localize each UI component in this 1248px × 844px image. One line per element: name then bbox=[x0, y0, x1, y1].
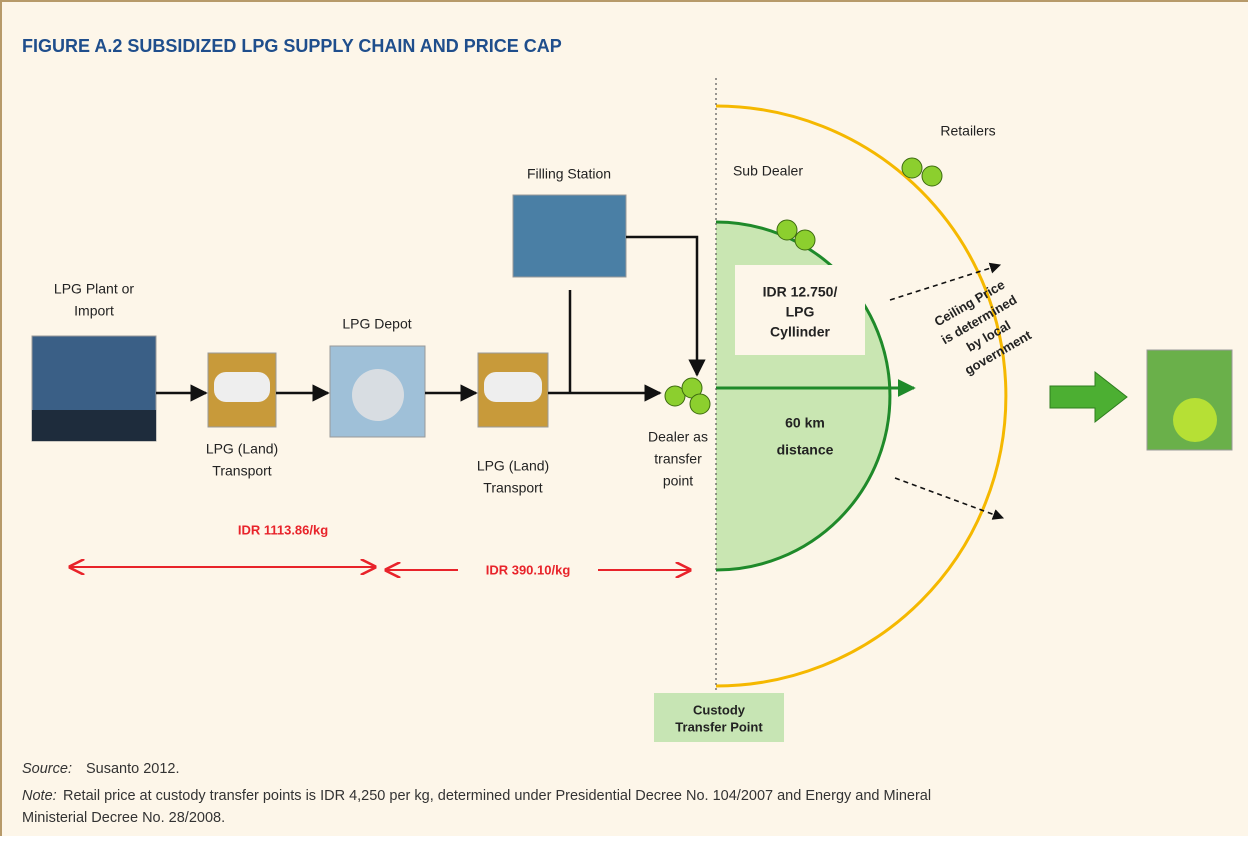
custody-text: Custody bbox=[693, 702, 746, 717]
cost-label: IDR 390.10/kg bbox=[486, 562, 571, 577]
node-label: Sub Dealer bbox=[733, 163, 803, 179]
customer-photo bbox=[1173, 398, 1217, 442]
distance-text: distance bbox=[777, 442, 834, 458]
truck-image bbox=[214, 372, 270, 402]
retail-zone bbox=[715, 104, 1008, 688]
price-box bbox=[735, 265, 865, 355]
node-label: Retailers bbox=[940, 123, 995, 139]
node-label: Import bbox=[74, 303, 114, 319]
node-label: transfer bbox=[654, 451, 702, 467]
note-text: Ministerial Decree No. 28/2008. bbox=[22, 810, 225, 826]
node-label: Filling Station bbox=[527, 166, 611, 182]
node-label: Transport bbox=[483, 480, 543, 496]
depot-image bbox=[352, 369, 404, 421]
dashed-arrow bbox=[889, 262, 1002, 301]
plant-image bbox=[32, 410, 156, 441]
cost-label: IDR 1113.86/kg bbox=[238, 522, 328, 537]
big-arrow bbox=[1049, 370, 1128, 424]
cylinder-icons bbox=[664, 157, 943, 415]
node-label: point bbox=[663, 473, 693, 489]
truck-image bbox=[484, 372, 542, 402]
source-text: Susanto 2012. bbox=[86, 761, 180, 777]
custody-text: Transfer Point bbox=[675, 719, 763, 734]
node-label: LPG (Land) bbox=[206, 441, 278, 457]
note-label: Note: bbox=[22, 788, 57, 804]
source-label: Source: bbox=[22, 761, 72, 777]
node-label: LPG Depot bbox=[342, 316, 411, 332]
distance-text: 60 km bbox=[785, 415, 825, 431]
custody-box bbox=[654, 693, 784, 742]
price-text: Cyllinder bbox=[770, 324, 830, 340]
node-label: LPG (Land) bbox=[477, 458, 549, 474]
title: FIGURE A.2 SUBSIDIZED LPG SUPPLY CHAIN A… bbox=[22, 36, 562, 56]
node-label: Dealer as bbox=[648, 429, 708, 445]
node-label: Transport bbox=[212, 463, 272, 479]
dashed-arrow bbox=[894, 477, 1005, 520]
note-text: Retail price at custody transfer points … bbox=[63, 788, 931, 804]
filling-image bbox=[512, 194, 627, 278]
price-text: LPG bbox=[786, 304, 815, 320]
flow bbox=[156, 235, 706, 402]
price-text: IDR 12.750/ bbox=[763, 284, 838, 300]
cost-arrows bbox=[70, 567, 690, 570]
node-label: LPG Plant or bbox=[54, 281, 134, 297]
